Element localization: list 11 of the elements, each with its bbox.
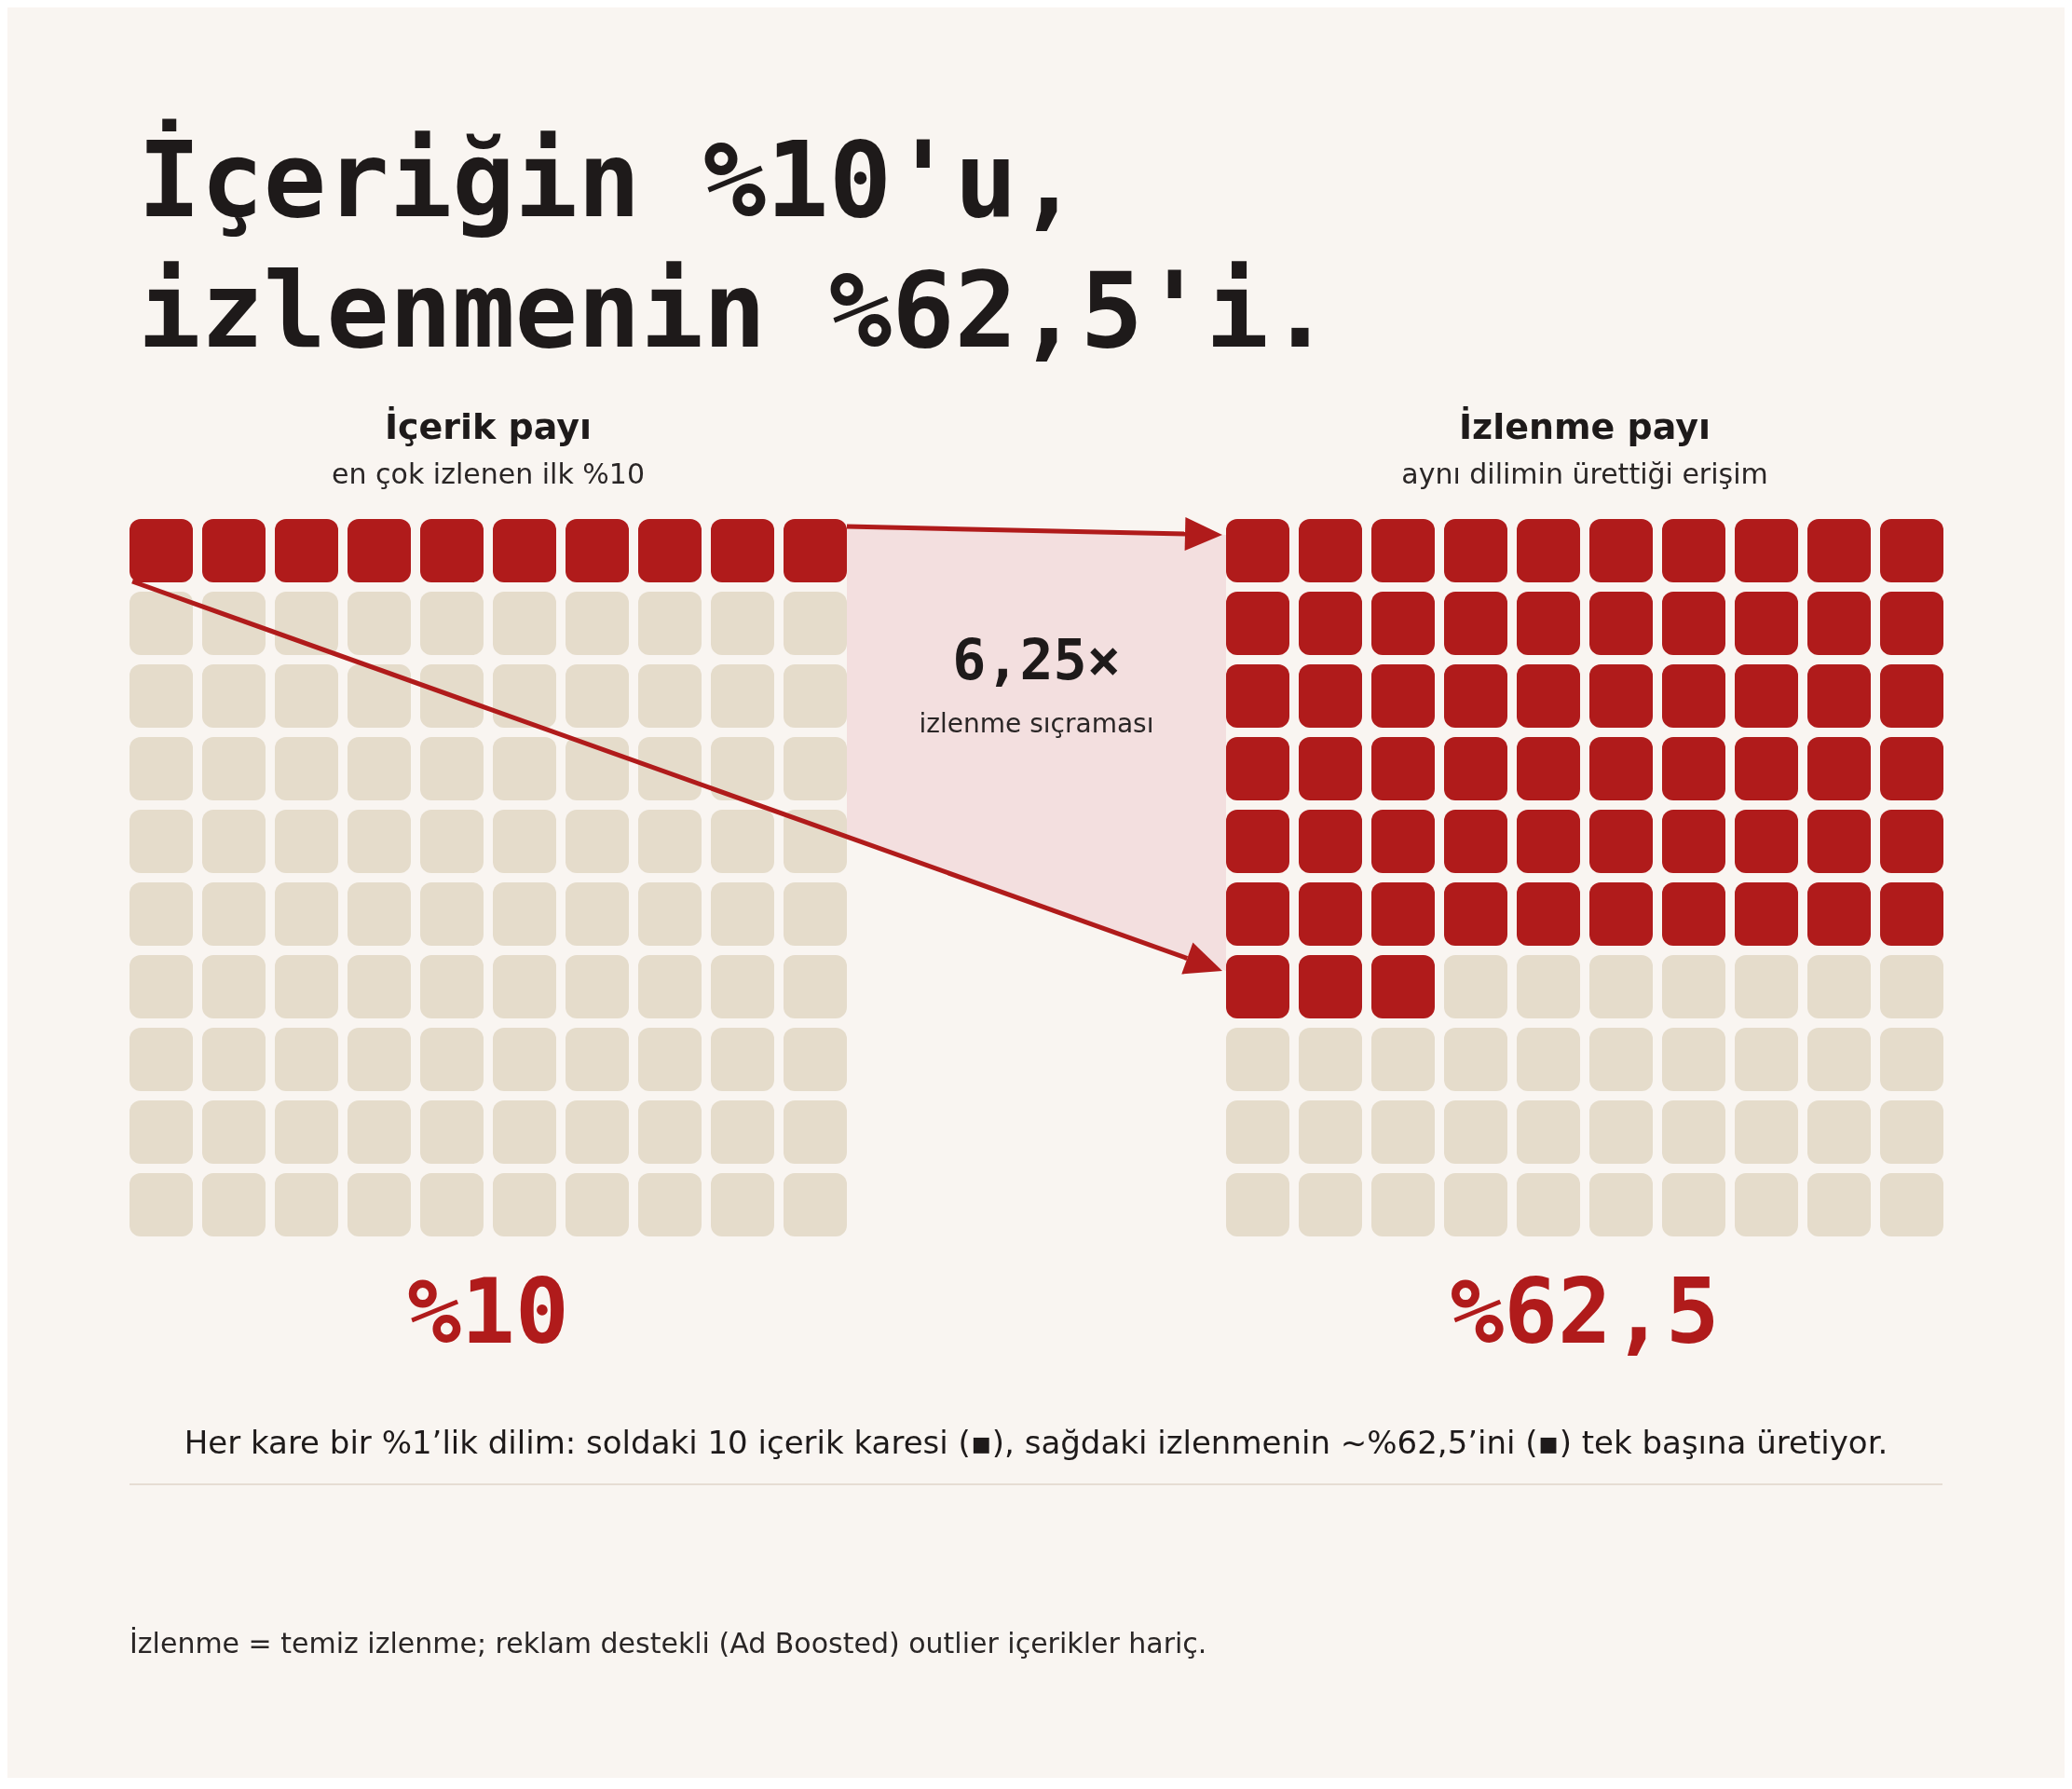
text: izlenme sıçraması <box>919 707 1154 739</box>
text: İçeriğin %10'u, izlenmenin %62,5'i. <box>138 118 1332 371</box>
text: en çok izlenen ilk %10 <box>332 457 645 490</box>
text: Her kare bir %1’lik dilim: soldaki 10 içerik karesi (▪), sağdaki izlenmenin ~%62,5’ini (▪) tek başına üretiyor. <box>184 1424 1888 1461</box>
text: İzlenme = temiz izlenme; reklam destekli (Ad Boosted) outlier içerikler hariç. <box>130 1626 1207 1659</box>
data-label: %62,5 <box>1450 1260 1720 1364</box>
category-label: İzlenme payı <box>1458 406 1711 447</box>
text: aynı dilimin ürettiği erişim <box>1401 457 1768 490</box>
category-label: İçerik payı <box>384 406 593 447</box>
text: 6,25× <box>952 627 1121 692</box>
data-label: %10 <box>407 1260 569 1364</box>
